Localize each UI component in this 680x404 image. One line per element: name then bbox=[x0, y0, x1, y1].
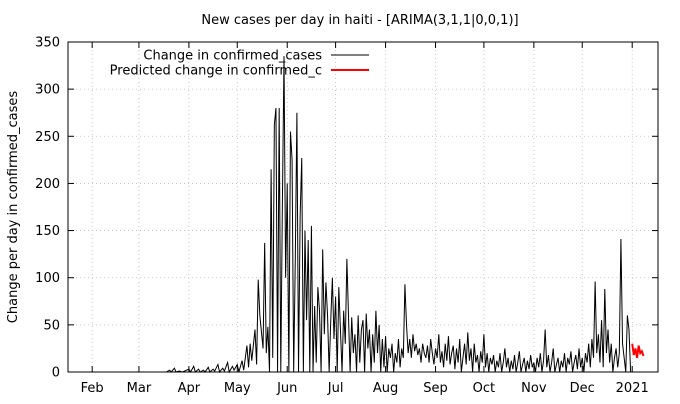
y-tick-label: 200 bbox=[35, 177, 60, 192]
chart-title: New cases per day in haiti - [ARIMA(3,1,… bbox=[201, 13, 518, 28]
series-layer bbox=[166, 56, 645, 374]
x-tick-label: Apr bbox=[178, 381, 201, 396]
plot-frame bbox=[67, 41, 659, 373]
y-tick-label: 350 bbox=[35, 36, 60, 51]
y-axis-label: Change per day in confirmed_cases bbox=[6, 91, 21, 324]
series-line-actual bbox=[166, 56, 632, 374]
x-tick-label: Dec bbox=[570, 381, 595, 396]
x-tick-label: Sep bbox=[423, 381, 448, 396]
x-tick-label: Mar bbox=[127, 381, 152, 396]
y-tick-label: 250 bbox=[35, 130, 60, 145]
x-tick-label: Jun bbox=[276, 381, 297, 396]
x-tick-label: Oct bbox=[473, 381, 495, 396]
x-tick-label: Feb bbox=[81, 381, 104, 396]
y-tick-label: 100 bbox=[35, 271, 60, 286]
x-tick-label: Jul bbox=[327, 381, 344, 396]
legend-label: Change in confirmed_cases bbox=[143, 49, 322, 64]
legend-label: Predicted change in confirmed_c bbox=[110, 64, 322, 79]
x-tick-label: 2021 bbox=[616, 381, 649, 396]
x-tick-label: May bbox=[224, 381, 251, 396]
x-tick-label: Nov bbox=[521, 381, 547, 396]
y-tick-label: 50 bbox=[43, 318, 60, 333]
x-tick-label: Aug bbox=[373, 381, 398, 396]
y-tick-label: 150 bbox=[35, 224, 60, 239]
axis-ticks: 0 50 100 150 200 250 300 350 Feb Mar Apr May Jun Jul A… bbox=[35, 36, 658, 396]
y-tick-label: 0 bbox=[52, 366, 60, 381]
series-line-predicted bbox=[631, 343, 645, 359]
y-tick-label: 300 bbox=[35, 83, 60, 98]
